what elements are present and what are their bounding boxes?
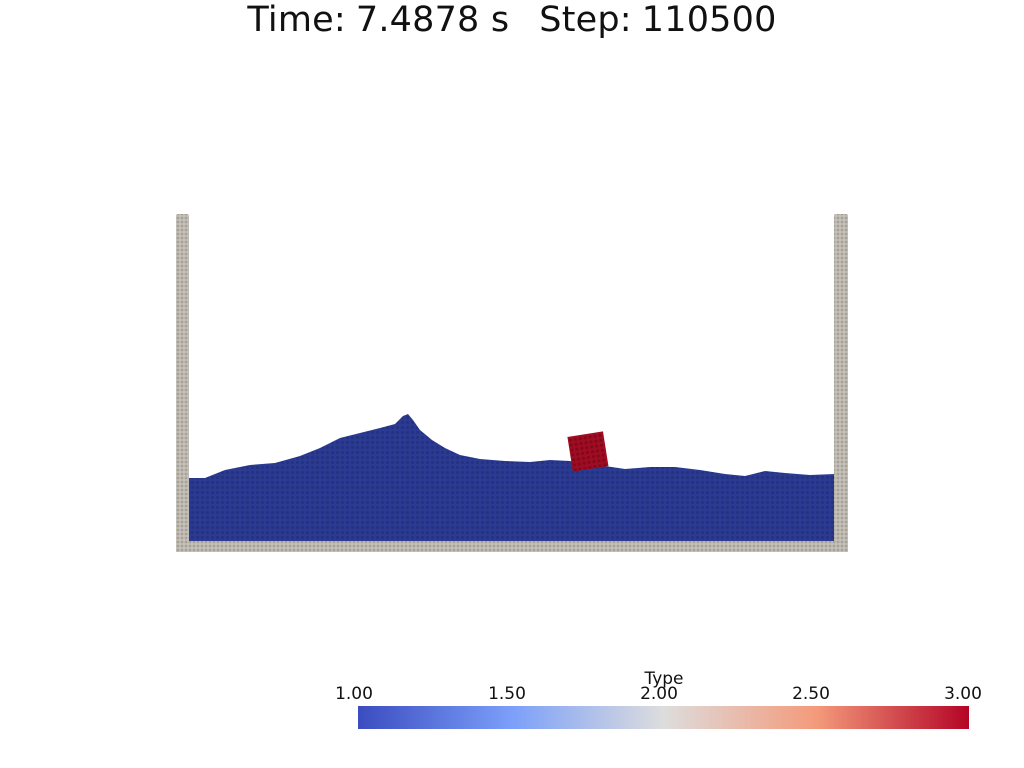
colorbar-gradient bbox=[358, 706, 969, 729]
time-value: 7.4878 s bbox=[355, 0, 510, 40]
colorbar-tick-label: 2.00 bbox=[640, 684, 678, 704]
colorbar-title: Type bbox=[644, 669, 684, 689]
colorbar-tick-label: 2.50 bbox=[792, 684, 830, 704]
time-label: Time: bbox=[247, 0, 346, 40]
step-value: 110500 bbox=[641, 0, 777, 40]
left-wall bbox=[176, 214, 189, 552]
simulation-title: Time: 7.4878 s Step: 110500 bbox=[0, 0, 1024, 40]
container-floor bbox=[176, 541, 848, 552]
colorbar-tick-label: 1.00 bbox=[335, 684, 373, 704]
step-label: Step: bbox=[539, 0, 632, 40]
colorbar-tick-label: 3.00 bbox=[944, 684, 982, 704]
fluid-region bbox=[188, 414, 835, 541]
colorbar-tick-label: 1.50 bbox=[488, 684, 526, 704]
right-wall bbox=[834, 214, 848, 552]
floating-block bbox=[567, 431, 609, 472]
